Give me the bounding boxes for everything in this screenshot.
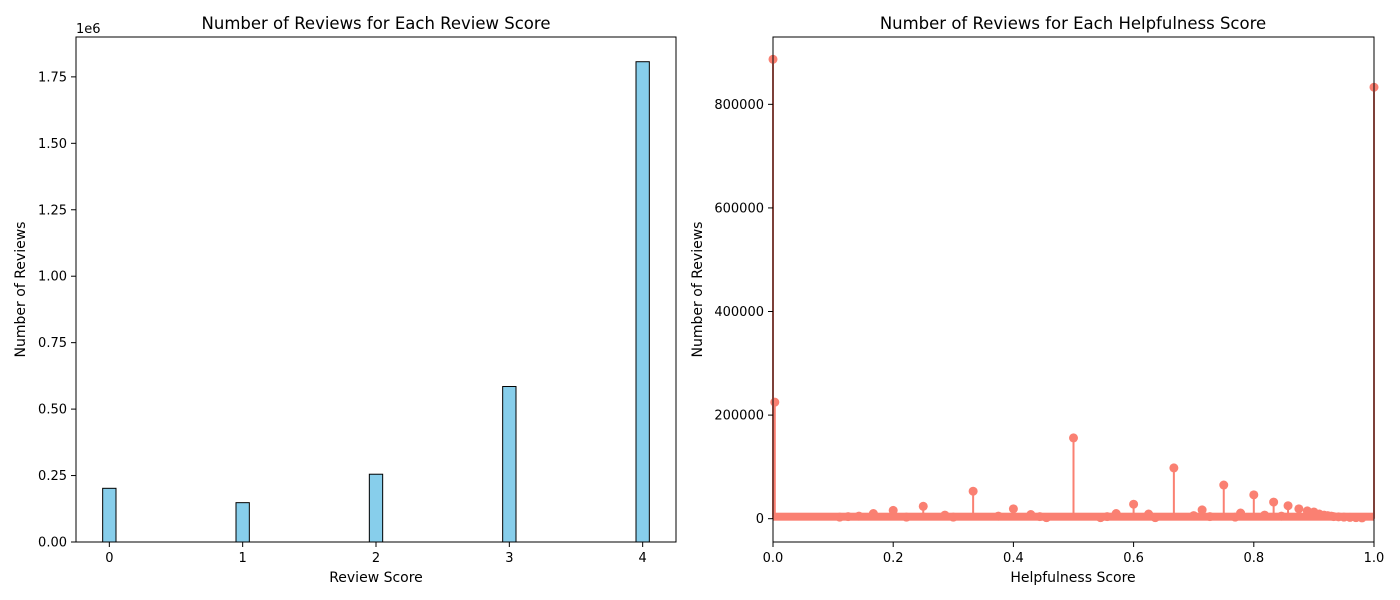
left-x-tick-label: 0 xyxy=(105,551,113,566)
stem-marker xyxy=(1302,506,1312,516)
left-y-tick-label: 0.50 xyxy=(38,403,67,418)
stem-marker xyxy=(1357,513,1367,523)
stem-marker xyxy=(868,509,878,519)
left-y-axis-label: Number of Reviews xyxy=(13,222,29,358)
left-plot-frame xyxy=(75,36,677,543)
right-x-tick-label: 1.0 xyxy=(1364,551,1385,566)
left-y-offset-label: 1e6 xyxy=(76,22,101,37)
left-y-tick-label: 1.25 xyxy=(38,203,67,218)
right-y-tick-label: 0 xyxy=(756,512,764,527)
left-y-tick-label: 1.00 xyxy=(38,270,67,285)
stem-marker xyxy=(843,512,853,522)
stem-marker xyxy=(770,397,780,407)
stem-marker xyxy=(1150,513,1160,523)
left-y-ticks: 0.00 0.25 0.50 0.75 1.00 1.25 1.50 1.75 xyxy=(38,70,76,551)
stem-marker xyxy=(1144,509,1154,519)
right-y-tick-label: 600000 xyxy=(714,201,764,216)
stem-marker xyxy=(888,505,898,515)
stem-marker xyxy=(1129,499,1139,509)
stem-marker xyxy=(1219,480,1229,490)
review-score-bar-chart: Number of Reviews for Each Review Score … xyxy=(13,14,677,586)
stem-marker xyxy=(1294,504,1304,514)
left-y-tick-label: 1.50 xyxy=(38,137,67,152)
right-x-tick-label: 0.8 xyxy=(1243,551,1264,566)
left-x-tick-label: 3 xyxy=(505,551,513,566)
right-x-tick-label: 0.6 xyxy=(1123,551,1144,566)
left-y-tick-label: 0.00 xyxy=(38,536,67,551)
left-y-tick-label: 0.25 xyxy=(38,469,67,484)
right-chart-title: Number of Reviews for Each Helpfulness S… xyxy=(880,14,1266,33)
left-x-axis-label: Review Score xyxy=(329,570,423,586)
stem-marker xyxy=(1260,510,1270,520)
right-x-ticks: 0.0 0.2 0.4 0.6 0.8 1.0 xyxy=(763,542,1385,566)
stem-marker xyxy=(1035,512,1045,522)
stem-marker xyxy=(1283,501,1293,511)
stem-marker xyxy=(1111,509,1121,519)
stem-marker xyxy=(1205,512,1215,522)
right-x-axis-label: Helpfulness Score xyxy=(1010,570,1135,586)
stem-marker xyxy=(1189,511,1199,521)
bar-1 xyxy=(235,502,250,543)
stem-marker xyxy=(1269,497,1279,507)
stem-marker xyxy=(1169,463,1179,473)
stem-marker xyxy=(854,511,864,521)
left-y-tick-label: 1.75 xyxy=(38,70,67,85)
bar-0 xyxy=(102,487,117,543)
right-y-ticks: 0 200000 400000 600000 800000 xyxy=(714,98,773,527)
bar-3 xyxy=(502,386,517,543)
stem-marker xyxy=(940,510,950,520)
bar-4 xyxy=(635,61,650,543)
left-x-tick-label: 1 xyxy=(239,551,247,566)
stem-marker xyxy=(1008,504,1018,514)
right-y-tick-label: 800000 xyxy=(714,98,764,113)
left-chart-title: Number of Reviews for Each Review Score xyxy=(202,14,551,33)
right-plot-frame xyxy=(772,36,1375,543)
stem-marker xyxy=(1236,508,1246,518)
left-bars-group xyxy=(102,61,650,543)
right-x-tick-label: 0.2 xyxy=(883,551,904,566)
stem-marker xyxy=(1249,490,1259,500)
right-y-tick-label: 400000 xyxy=(714,305,764,320)
left-x-ticks: 0 1 2 3 4 xyxy=(105,542,647,566)
stem-marker xyxy=(901,512,911,522)
stem-marker xyxy=(1096,513,1106,523)
left-x-tick-label: 4 xyxy=(639,551,647,566)
stem-marker xyxy=(1069,433,1078,443)
helpfulness-score-stem-chart: Number of Reviews for Each Helpfulness S… xyxy=(690,14,1384,586)
left-y-tick-label: 0.75 xyxy=(38,336,67,351)
stem-marker xyxy=(1026,510,1036,520)
stem-marker xyxy=(1276,511,1286,521)
stem-marker xyxy=(1102,512,1112,522)
stem-marker xyxy=(948,512,958,522)
bar-2 xyxy=(368,473,384,543)
stem-marker xyxy=(918,501,928,511)
right-x-tick-label: 0.4 xyxy=(1003,551,1024,566)
right-stems-group xyxy=(768,54,1379,523)
stem-marker xyxy=(1197,505,1207,515)
stem-marker xyxy=(968,486,978,496)
right-y-axis-label: Number of Reviews xyxy=(690,222,706,358)
stem-marker xyxy=(835,512,845,522)
right-x-tick-label: 0.0 xyxy=(763,551,784,566)
stem-marker xyxy=(1041,513,1051,523)
left-x-tick-label: 2 xyxy=(372,551,380,566)
right-y-tick-label: 200000 xyxy=(714,409,764,424)
stem-marker xyxy=(993,511,1003,521)
